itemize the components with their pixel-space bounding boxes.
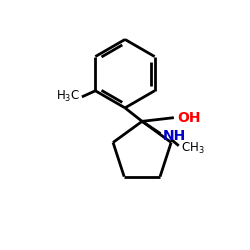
- Text: OH: OH: [178, 111, 201, 125]
- Text: NH: NH: [163, 129, 186, 143]
- Text: CH$_3$: CH$_3$: [181, 141, 205, 156]
- Text: H$_3$C: H$_3$C: [56, 89, 80, 104]
